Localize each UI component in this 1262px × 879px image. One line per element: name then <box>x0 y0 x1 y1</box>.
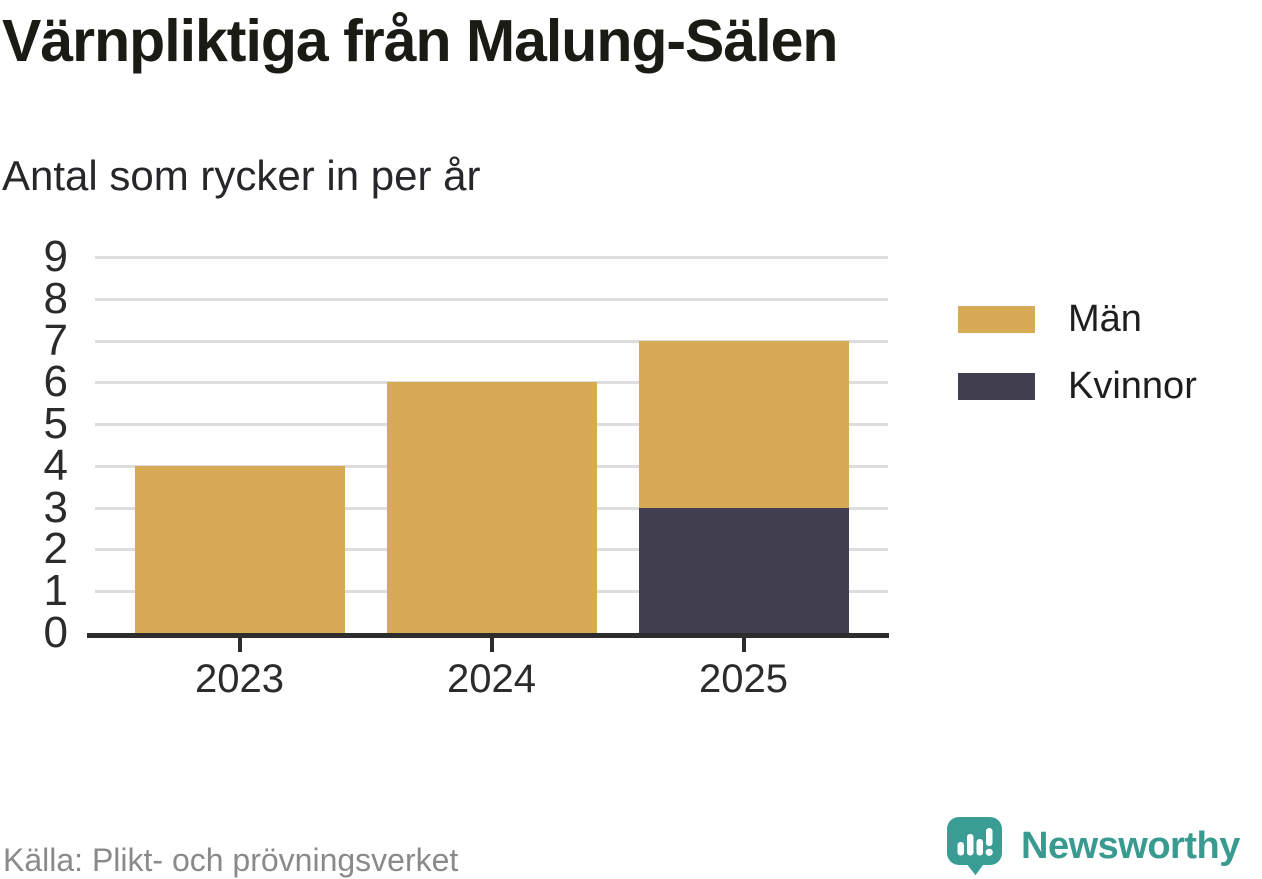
x-axis: 2023 2024 2025 <box>95 633 888 713</box>
y-tick-label: 8 <box>43 273 68 323</box>
y-tick-label: 0 <box>43 608 68 657</box>
bar-segment-2023-män <box>134 465 345 633</box>
x-tick-label: 2023 <box>195 657 284 701</box>
y-tick-label: 9 <box>43 232 68 281</box>
chart-title: Värnpliktiga från Malung-Sälen <box>2 8 838 74</box>
y-tick-label: 1 <box>43 566 68 616</box>
y-tick-label: 2 <box>43 524 68 574</box>
bar-segment-2024-män <box>386 382 597 633</box>
gridline <box>95 339 888 343</box>
legend: Män Kvinnor <box>958 300 1197 405</box>
legend-label: Kvinnor <box>1068 365 1197 407</box>
y-tick-label: 5 <box>43 399 68 449</box>
source-note: Källa: Plikt- och prövningsverket <box>3 842 459 878</box>
brand: Newsworthy <box>946 816 1240 876</box>
newsworthy-logo-icon <box>947 817 1002 876</box>
y-tick-label: 3 <box>43 482 68 532</box>
y-tick-label: 7 <box>43 315 68 365</box>
legend-swatch <box>958 372 1035 400</box>
x-tick <box>741 637 746 652</box>
x-tick <box>237 637 242 652</box>
x-tick-label: 2024 <box>447 657 536 701</box>
legend-label: Män <box>1068 298 1142 340</box>
x-tick-label: 2025 <box>699 657 788 701</box>
bar-segment-2025-kvinnor <box>638 507 849 633</box>
legend-item-män: Män <box>958 300 1197 338</box>
chart-subtitle: Antal som rycker in per år <box>2 152 481 199</box>
y-tick-label: 4 <box>43 440 68 490</box>
brand-name: Newsworthy <box>1021 825 1240 867</box>
bar-segment-2025-män <box>638 340 849 508</box>
legend-swatch <box>958 305 1035 333</box>
x-axis-line <box>87 633 889 638</box>
y-tick-label: 6 <box>43 357 68 407</box>
legend-item-kvinnor: Kvinnor <box>958 367 1197 405</box>
gridline <box>95 297 888 301</box>
plot-area <box>87 256 889 638</box>
x-tick <box>489 637 494 652</box>
gridline <box>95 256 888 259</box>
